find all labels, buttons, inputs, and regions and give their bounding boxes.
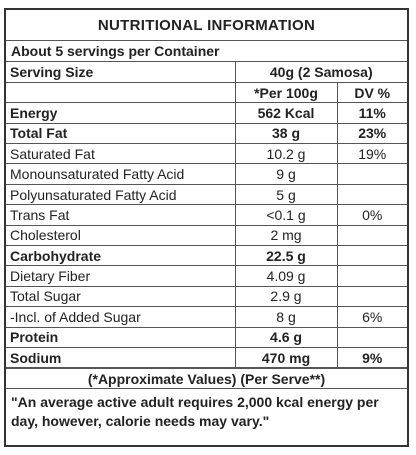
nutrient-dv xyxy=(336,265,407,287)
table-row: Monounsaturated Fatty Acid 9 g xyxy=(6,163,407,185)
nutrient-dv xyxy=(336,163,407,185)
nutrient-amount: 10.2 g xyxy=(234,143,338,165)
column-header-row: *Per 100g DV % xyxy=(6,81,407,104)
nutrient-amount: 8 g xyxy=(234,306,338,328)
nutrient-amount: 2 mg xyxy=(234,224,338,247)
table-row: Protein 4.6 g xyxy=(6,326,407,348)
nutrient-amount: 5 g xyxy=(234,183,338,206)
nutrient-dv: 6% xyxy=(336,306,407,328)
nutrient-name: Energy xyxy=(6,102,236,124)
nutrient-amount: 4.6 g xyxy=(234,326,338,348)
nutrient-amount: <0.1 g xyxy=(234,204,338,226)
approximate-values-note: (*Approximate Values) (Per Serve**) xyxy=(6,368,407,390)
column-header-nutrient xyxy=(6,81,236,104)
nutrient-name: Carbohydrate xyxy=(6,245,236,267)
table-row: Saturated Fat 10.2 g 19% xyxy=(6,143,407,165)
nutrient-amount: 2.9 g xyxy=(234,285,338,308)
nutrient-dv xyxy=(336,183,407,206)
servings-per-container: About 5 servings per Container xyxy=(6,41,407,62)
nutrient-dv xyxy=(336,285,407,308)
serving-size-row: Serving Size 40g (2 Samosa) xyxy=(6,62,407,83)
table-row: Sodium 470 mg 9% xyxy=(6,346,407,369)
nutrient-dv xyxy=(336,245,407,267)
nutrient-name: Dietary Fiber xyxy=(6,265,236,287)
table-row: Polyunsaturated Fatty Acid 5 g xyxy=(6,183,407,206)
table-row: Trans Fat <0.1 g 0% xyxy=(6,204,407,226)
nutrient-name: Total Sugar xyxy=(6,285,236,308)
column-header-dv: DV % xyxy=(336,81,407,104)
table-row: Dietary Fiber 4.09 g xyxy=(6,265,407,287)
nutrient-name: Saturated Fat xyxy=(6,143,236,165)
footnote: "An average active adult requires 2,000 … xyxy=(11,394,379,430)
table-row: Total Fat 38 g 23% xyxy=(6,122,407,145)
nutrient-amount: 22.5 g xyxy=(234,245,338,267)
nutrient-name: Total Fat xyxy=(6,122,236,145)
serving-size-label: Serving Size xyxy=(6,62,236,83)
nutrient-dv xyxy=(336,224,407,247)
nutrient-name: Sodium xyxy=(6,346,236,369)
nutrient-amount: 38 g xyxy=(234,122,338,145)
nutrient-name: Protein xyxy=(6,326,236,348)
nutrient-dv xyxy=(336,326,407,348)
nutrient-dv: 0% xyxy=(336,204,407,226)
table-row: Energy 562 Kcal 11% xyxy=(6,102,407,124)
table-row: -Incl. of Added Sugar 8 g 6% xyxy=(6,306,407,328)
table-row: Cholesterol 2 mg xyxy=(6,224,407,247)
nutrient-name: Trans Fat xyxy=(6,204,236,226)
nutrient-amount: 562 Kcal xyxy=(234,102,338,124)
label-title: NUTRITIONAL INFORMATION xyxy=(6,10,407,41)
serving-size-value: 40g (2 Samosa) xyxy=(234,62,407,83)
nutrient-dv: 19% xyxy=(336,143,407,165)
nutrient-amount: 4.09 g xyxy=(234,265,338,287)
nutrient-dv: 23% xyxy=(336,122,407,145)
nutrient-name: Monounsaturated Fatty Acid xyxy=(6,163,236,185)
nutrient-amount: 470 mg xyxy=(234,346,338,369)
table-row: Carbohydrate 22.5 g xyxy=(6,245,407,267)
nutrient-dv: 9% xyxy=(336,346,407,369)
nutrient-amount: 9 g xyxy=(234,163,338,185)
nutrient-dv: 11% xyxy=(336,102,407,124)
nutrient-name: -Incl. of Added Sugar xyxy=(6,306,236,328)
column-header-per-100g: *Per 100g xyxy=(234,81,338,104)
nutrient-name: Polyunsaturated Fatty Acid xyxy=(6,183,236,206)
nutrient-name: Cholesterol xyxy=(6,224,236,247)
nutrition-table: Serving Size 40g (2 Samosa) *Per 100g DV… xyxy=(6,62,407,369)
nutrition-label: NUTRITIONAL INFORMATION About 5 servings… xyxy=(4,8,409,447)
table-row: Total Sugar 2.9 g xyxy=(6,285,407,308)
